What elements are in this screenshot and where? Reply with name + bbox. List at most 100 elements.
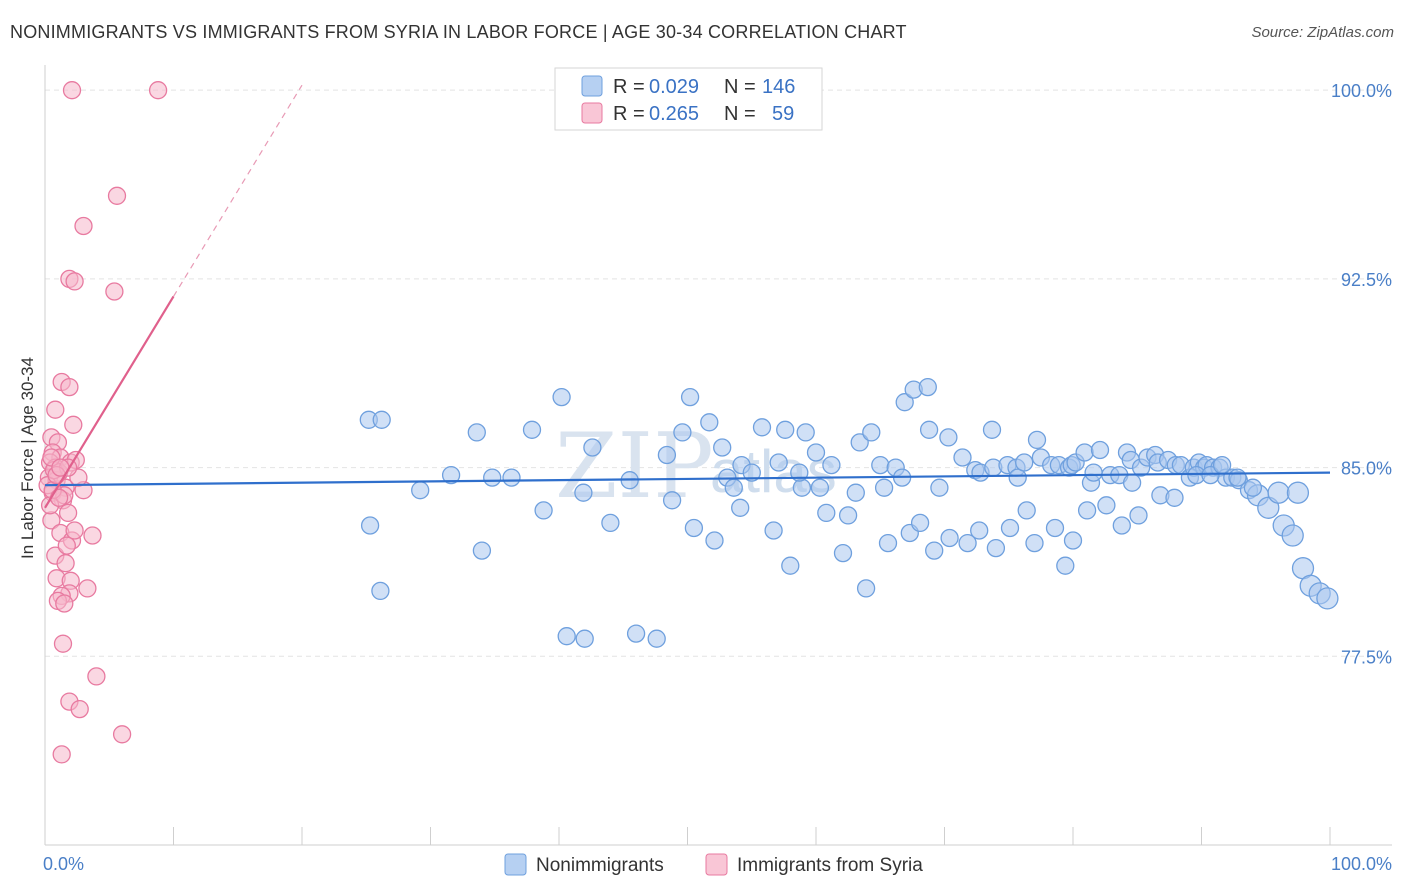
point-0-98 [583,438,602,457]
point-1-9 [46,400,65,419]
point-0-111 [910,513,930,533]
point-0-6 [472,541,492,560]
point-1-53 [49,488,69,507]
point-1-6 [105,282,124,301]
point-0-133 [1228,468,1247,487]
point-0-27 [776,420,795,439]
point-1-5 [65,272,84,291]
point-0-97 [534,501,553,520]
point-0-134 [1243,478,1263,497]
point-0-61 [1075,443,1094,462]
point-0-123 [1077,501,1097,520]
point-0-94 [1316,587,1339,610]
point-0-122 [1063,531,1083,550]
point-0-45 [953,448,972,467]
bottom-legend-label-nonimmigrants: Nonimmigrants [536,855,664,876]
point-0-7 [483,468,502,487]
point-1-44 [70,699,89,719]
point-1-56 [57,536,76,555]
x-tick-labels: 0.0% 100.0% [43,854,1392,874]
point-0-17 [673,423,692,442]
series-1 [38,81,168,764]
point-1-40 [55,594,74,613]
point-0-106 [817,503,836,523]
point-0-8 [522,420,542,439]
point-0-30 [810,478,830,497]
point-0-63 [1084,463,1103,482]
point-0-104 [764,521,783,540]
point-0-15 [647,629,666,648]
top-legend: R = 0.029 N = 146 R = 0.265 N = 59 [554,67,823,131]
point-1-54 [65,521,84,540]
point-0-22 [724,478,743,497]
point-0-64 [1090,440,1110,460]
point-0-138 [806,443,826,462]
point-0-0 [360,516,380,535]
point-0-25 [752,418,772,437]
point-0-95 [467,423,486,442]
point-0-18 [680,387,700,407]
point-0-34 [850,433,869,452]
point-1-27 [58,503,78,523]
point-0-48 [982,420,1002,439]
bottom-legend-label-syria: Immigrants from Syria [737,855,923,876]
point-0-43 [930,478,949,497]
point-0-90 [1281,524,1304,547]
point-0-4 [411,481,430,500]
point-0-32 [838,506,858,525]
point-0-20 [713,438,732,457]
point-0-44 [939,428,958,447]
point-1-42 [87,667,106,686]
x-tick-label-1: 100.0% [1331,854,1392,874]
point-1-45 [112,725,132,744]
legend-r-label-2: R = [613,103,645,125]
legend-n-label-1: N = [724,76,756,98]
point-1-31 [83,526,102,545]
point-0-121 [1056,556,1075,575]
point-0-100 [662,491,682,510]
point-0-117 [1000,518,1020,538]
point-1-10 [64,415,83,434]
y-tick-label-1: 85.0% [1341,459,1392,479]
point-0-96 [502,468,521,487]
point-0-11 [574,483,593,502]
legend-swatch-nonimmigrants [581,75,603,97]
point-0-118 [1017,501,1036,520]
point-0-24 [742,463,761,482]
point-0-39 [895,393,914,412]
point-0-29 [796,423,815,442]
y-tick-label-3: 100.0% [1331,81,1392,101]
point-0-12 [575,629,594,648]
point-0-119 [1025,533,1044,553]
point-0-124 [1097,496,1116,515]
point-0-101 [684,518,704,538]
point-1-2 [107,186,127,205]
trend-line-1 [44,295,175,509]
legend-n-label-2: N = [724,103,756,125]
point-0-135 [1267,481,1290,504]
point-0-10 [557,627,576,646]
point-0-107 [833,543,853,563]
point-0-115 [970,521,989,540]
point-0-53 [1015,453,1034,472]
gridlines [45,89,1392,657]
bottom-legend-swatch-syria [705,853,728,876]
legend-n-value-1: 146 [762,76,795,98]
point-0-19 [700,413,719,432]
point-1-1 [148,81,168,100]
point-0-35 [862,423,881,442]
point-0-116 [986,538,1006,558]
legend-r-value-2: 0.265 [649,103,699,125]
point-0-136 [1286,481,1310,504]
point-1-36 [78,579,97,598]
point-0-33 [846,483,865,502]
point-1-8 [60,377,79,397]
point-1-0 [62,81,82,100]
y-tick-label-0: 77.5% [1341,647,1392,667]
point-0-9 [552,387,571,407]
chart-title: NONIMMIGRANTS VS IMMIGRANTS FROM SYRIA I… [10,22,907,42]
point-0-112 [925,541,944,560]
chart-source: Source: ZipAtlas.com [1251,24,1394,41]
trend-line-dashed-1 [172,84,303,297]
